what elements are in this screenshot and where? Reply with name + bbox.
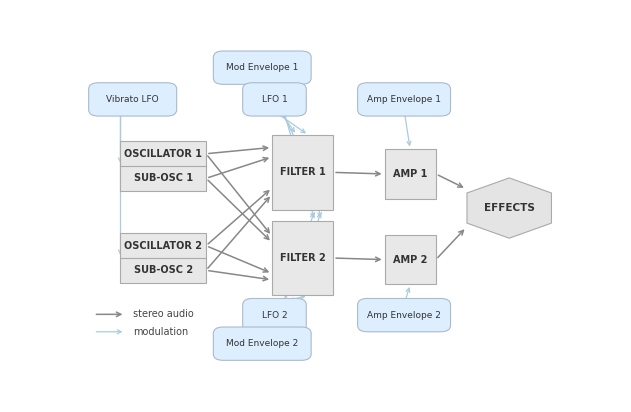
FancyBboxPatch shape [121,234,206,283]
Text: Amp Envelope 2: Amp Envelope 2 [367,311,441,320]
FancyBboxPatch shape [358,83,451,116]
Text: AMP 1: AMP 1 [393,169,427,179]
Text: OSCILLATOR 1: OSCILLATOR 1 [124,149,202,159]
FancyBboxPatch shape [88,83,177,116]
Text: SUB-OSC 2: SUB-OSC 2 [134,265,193,275]
Text: Vibrato LFO: Vibrato LFO [107,95,159,104]
Text: EFFECTS: EFFECTS [484,203,534,213]
Text: Mod Envelope 1: Mod Envelope 1 [226,63,298,72]
Text: OSCILLATOR 2: OSCILLATOR 2 [124,241,202,251]
Text: stereo audio: stereo audio [133,309,194,319]
Text: SUB-OSC 1: SUB-OSC 1 [134,173,193,183]
Text: Mod Envelope 2: Mod Envelope 2 [226,339,298,348]
Text: FILTER 2: FILTER 2 [280,253,326,263]
FancyBboxPatch shape [358,298,451,332]
Text: LFO 1: LFO 1 [262,95,287,104]
FancyBboxPatch shape [243,83,306,116]
FancyBboxPatch shape [272,221,333,295]
FancyBboxPatch shape [272,135,333,210]
Text: AMP 2: AMP 2 [393,255,427,265]
FancyBboxPatch shape [213,327,311,360]
FancyBboxPatch shape [243,298,306,332]
FancyBboxPatch shape [213,51,311,84]
Text: FILTER 1: FILTER 1 [280,167,326,178]
FancyBboxPatch shape [384,150,436,199]
Text: modulation: modulation [133,327,188,337]
FancyBboxPatch shape [384,235,436,284]
Text: LFO 2: LFO 2 [262,311,287,320]
FancyBboxPatch shape [121,141,206,191]
Polygon shape [467,178,551,238]
Text: Amp Envelope 1: Amp Envelope 1 [367,95,441,104]
